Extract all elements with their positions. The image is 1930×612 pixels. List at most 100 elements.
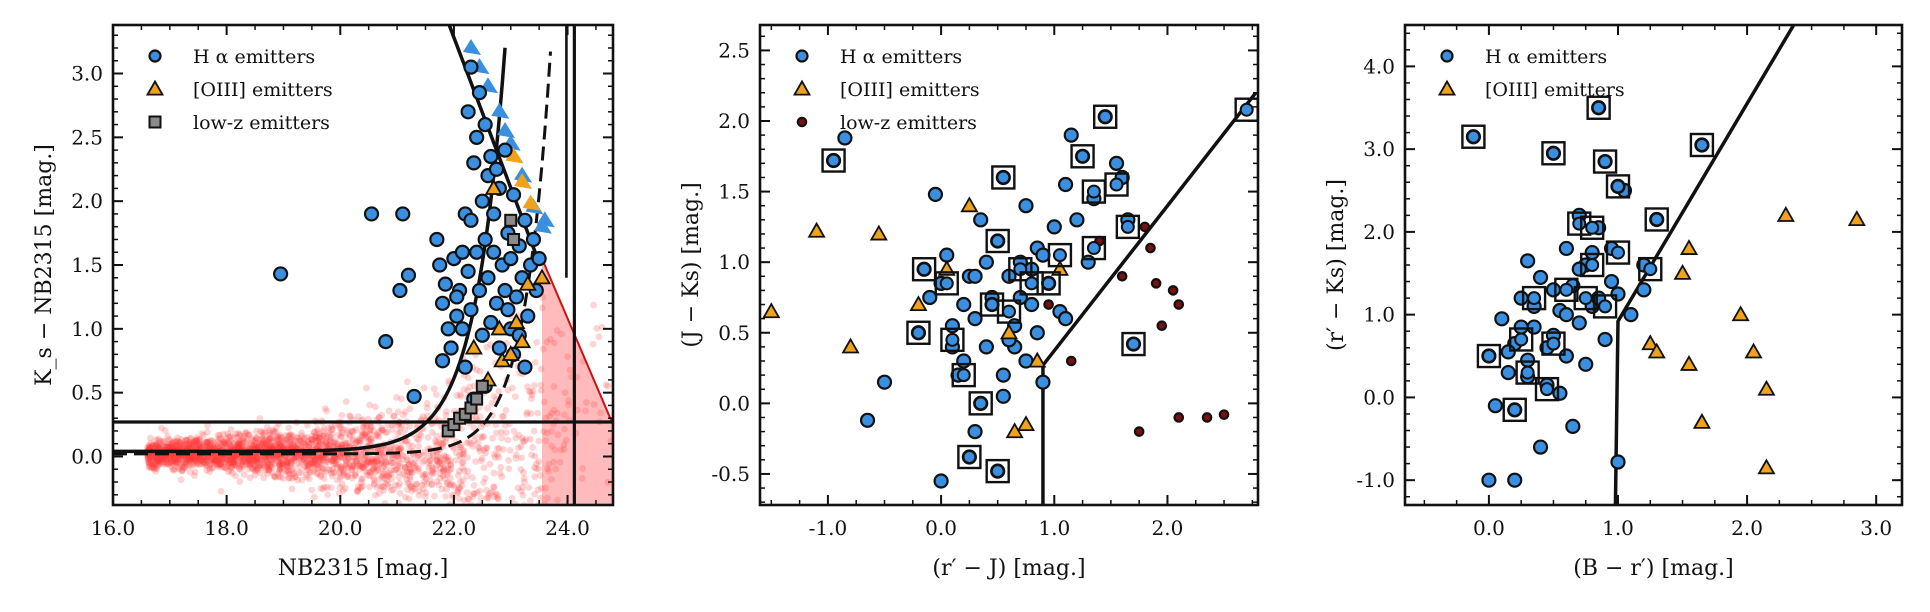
background-point [145, 444, 153, 452]
background-point [279, 475, 287, 482]
background-point [411, 516, 418, 523]
background-point [148, 461, 156, 469]
background-point [168, 442, 175, 450]
background-point [531, 473, 539, 481]
background-point [198, 456, 206, 464]
background-point [301, 454, 308, 462]
background-point [288, 485, 296, 493]
background-point [436, 454, 444, 462]
background-point [153, 456, 160, 464]
background-point [224, 456, 232, 464]
y-tick-label: 0.0 [71, 444, 103, 468]
background-point [232, 430, 240, 438]
background-point [145, 463, 153, 471]
background-point [301, 456, 309, 464]
background-point [311, 428, 318, 436]
background-point [338, 411, 346, 419]
boxed-point [1572, 216, 1587, 231]
background-point [285, 467, 293, 475]
data-point [807, 221, 826, 238]
background-point [310, 464, 318, 472]
background-point [473, 366, 481, 374]
background-point [212, 441, 219, 449]
background-point [460, 467, 468, 475]
background-point [159, 453, 167, 461]
background-point [229, 444, 237, 452]
background-point [258, 428, 266, 436]
background-point [275, 440, 282, 447]
background-point [294, 453, 301, 461]
background-point [319, 465, 327, 473]
background-point [381, 453, 389, 461]
background-point [289, 467, 296, 475]
background-point [367, 458, 375, 465]
background-point [163, 442, 171, 450]
data-point [939, 247, 955, 263]
background-point [373, 462, 381, 470]
background-point [144, 455, 152, 462]
background-point [518, 454, 525, 462]
background-point [444, 469, 451, 476]
background-point [476, 509, 483, 516]
background-point [297, 469, 305, 476]
background-point [153, 442, 160, 450]
background-point [201, 438, 209, 446]
background-point [236, 444, 243, 452]
background-point [239, 439, 246, 447]
background-point [196, 455, 204, 463]
background-point [251, 466, 258, 474]
background-point [436, 460, 444, 468]
background-point [387, 507, 394, 514]
background-point [336, 469, 344, 477]
background-point [502, 407, 510, 414]
background-point [153, 462, 161, 469]
background-point [512, 454, 520, 462]
background-point [271, 460, 278, 468]
background-point [193, 438, 201, 446]
background-point [224, 468, 232, 476]
background-point [188, 453, 196, 461]
background-point [172, 457, 180, 465]
background-point [457, 453, 465, 461]
background-point [285, 432, 293, 440]
background-point [258, 456, 266, 464]
background-point [419, 458, 427, 466]
data-point [1145, 242, 1156, 254]
background-point [296, 462, 303, 470]
background-point [234, 442, 242, 450]
background-point [393, 465, 401, 473]
background-point [400, 411, 407, 419]
background-point [189, 440, 197, 448]
background-point [285, 431, 293, 439]
background-point [515, 506, 522, 513]
background-point [220, 438, 228, 446]
background-point [367, 469, 375, 477]
background-point [359, 432, 367, 440]
background-point [183, 456, 191, 463]
background-point [212, 451, 219, 459]
background-point [370, 476, 378, 484]
background-point [174, 459, 182, 467]
background-point [394, 429, 402, 437]
background-point [153, 443, 161, 450]
background-point [569, 508, 576, 515]
background-point [253, 435, 261, 443]
background-point [272, 473, 279, 481]
arrow-marker-halpha [491, 102, 510, 119]
data-point [486, 244, 502, 260]
background-point [216, 460, 224, 467]
background-point [271, 428, 279, 436]
background-point [169, 465, 177, 473]
background-point [264, 460, 272, 467]
background-point [337, 464, 345, 472]
background-point [420, 452, 428, 459]
background-point [320, 432, 328, 440]
background-point [517, 567, 524, 574]
legend-entry: [OIII] emitters [193, 79, 333, 101]
background-point [525, 569, 532, 576]
background-point [206, 440, 214, 448]
background-point [428, 481, 436, 489]
background-point [590, 401, 598, 408]
background-point [238, 458, 246, 466]
background-point [389, 454, 397, 461]
